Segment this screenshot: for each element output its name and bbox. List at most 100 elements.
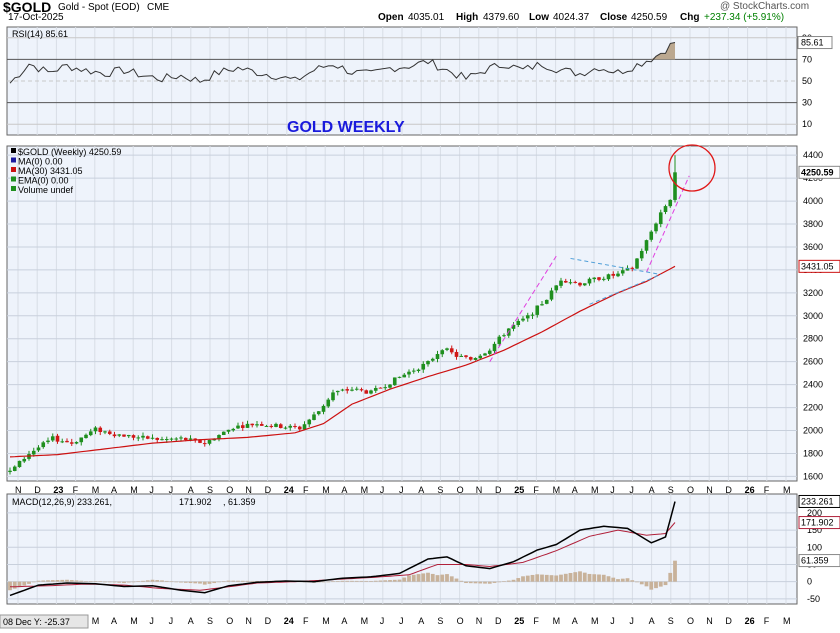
macd-signal-line (9, 522, 676, 591)
price-candle (188, 438, 193, 440)
macd-hist-bar (554, 575, 559, 582)
price-candle (198, 439, 202, 443)
price-legend-item: MA(30) 3431.05 (18, 166, 83, 176)
macd-hist-bar (635, 581, 639, 583)
ma30-last-box (798, 259, 840, 273)
price-candle (50, 436, 55, 441)
price-candle (554, 285, 559, 291)
price-x-label: J (610, 485, 615, 495)
price-candle (84, 434, 88, 439)
macd-hist-bar (435, 575, 440, 582)
price-x-label: F (533, 485, 539, 495)
macd-hist-bar (421, 573, 426, 582)
macd-hist-bar (487, 581, 492, 584)
macd-hist-bar (255, 580, 259, 582)
price-candle (426, 361, 430, 365)
chart-date: 17-Oct-2025 (8, 12, 64, 23)
macd-hist-bar (188, 581, 193, 584)
price-candle (658, 212, 663, 225)
macd-legend-hist: , 61.359 (223, 497, 256, 507)
macd-hist-bar (79, 580, 84, 582)
macd-hist-bar (497, 581, 502, 583)
macd-hist-bar (426, 572, 430, 582)
price-legend-swatch (11, 186, 16, 191)
price-x-label: F (764, 485, 770, 495)
price-candle (407, 371, 411, 375)
trendline-pink-1 (489, 255, 557, 362)
macd-hist-bar (644, 581, 649, 587)
macd-last-label: 171.902 (801, 518, 834, 528)
price-candle (464, 355, 468, 357)
price-legend-item: $GOLD (Weekly) 4250.59 (18, 147, 121, 157)
macd-hist-bar (440, 574, 445, 582)
price-candle (183, 437, 188, 441)
price-candle (212, 439, 217, 441)
price-x-label: J (149, 485, 154, 495)
price-candle (112, 434, 117, 437)
price-candle (397, 376, 402, 378)
macd-x-label: 25 (514, 616, 524, 626)
price-candle (231, 428, 236, 431)
price-x-label: M (322, 485, 330, 495)
price-candle (369, 390, 373, 394)
price-x-label: A (418, 485, 424, 495)
macd-hist-bar (597, 574, 601, 582)
close-last-label: 4250.59 (801, 167, 834, 177)
macd-hist-bar (535, 574, 540, 582)
macd-hist-bar (84, 581, 88, 582)
macd-hist-bar (183, 581, 188, 583)
price-candle (525, 315, 530, 319)
macd-hist-bar (250, 580, 255, 582)
rsi-tick-label: 10 (802, 119, 812, 129)
price-x-label: M (92, 485, 100, 495)
macd-hist-bar (483, 581, 487, 584)
price-tick-label: 3200 (803, 288, 823, 298)
macd-hist-bar (93, 581, 98, 582)
price-candle (65, 440, 69, 443)
macd-hist-bar (639, 581, 644, 585)
macd-hist-bar (601, 574, 606, 582)
macd-hist-bar (46, 580, 50, 582)
crosshair-readout-box (0, 614, 89, 629)
macd-hist-bar (55, 580, 60, 582)
price-candle (136, 437, 141, 439)
price-candle (568, 282, 573, 284)
rsi-tick-label: 30 (802, 98, 812, 108)
price-x-label: M (591, 485, 599, 495)
macd-hist-bar (549, 575, 554, 582)
price-candle (174, 438, 179, 440)
price-candle (487, 350, 492, 354)
price-x-label: F (303, 485, 309, 495)
price-candle (483, 353, 487, 356)
price-candle (416, 369, 421, 372)
macd-hist-bar (559, 574, 563, 582)
macd-hist-bar (98, 581, 103, 582)
price-candle (255, 424, 259, 426)
macd-tick-label: 0 (807, 577, 812, 587)
macd-hist-bar (473, 581, 478, 584)
open-label: Open (378, 12, 404, 23)
price-candle (236, 425, 240, 429)
macd-hist-bar (658, 581, 663, 587)
price-x-label: N (15, 485, 22, 495)
macd-x-label: S (207, 616, 213, 626)
macd-hist-bar (198, 581, 202, 584)
macd-hist-bar (407, 575, 411, 582)
price-candle (117, 434, 122, 436)
macd-hist-bar (563, 573, 568, 582)
macd-hist-bar (316, 581, 321, 583)
macd-hist-bar (511, 579, 516, 582)
macd-hist-bar (340, 580, 345, 582)
macd-tick-label: 100 (807, 542, 822, 552)
macd-hist-bar (506, 580, 511, 582)
price-tick-label: 2600 (803, 357, 823, 367)
macd-hist-bar (145, 580, 150, 582)
price-candle (293, 426, 297, 428)
price-tick-label: 1600 (803, 471, 823, 481)
price-candle (497, 336, 502, 344)
price-candle (169, 438, 174, 440)
price-x-label: S (668, 485, 674, 495)
price-candle (179, 437, 183, 439)
price-candle (459, 355, 464, 357)
